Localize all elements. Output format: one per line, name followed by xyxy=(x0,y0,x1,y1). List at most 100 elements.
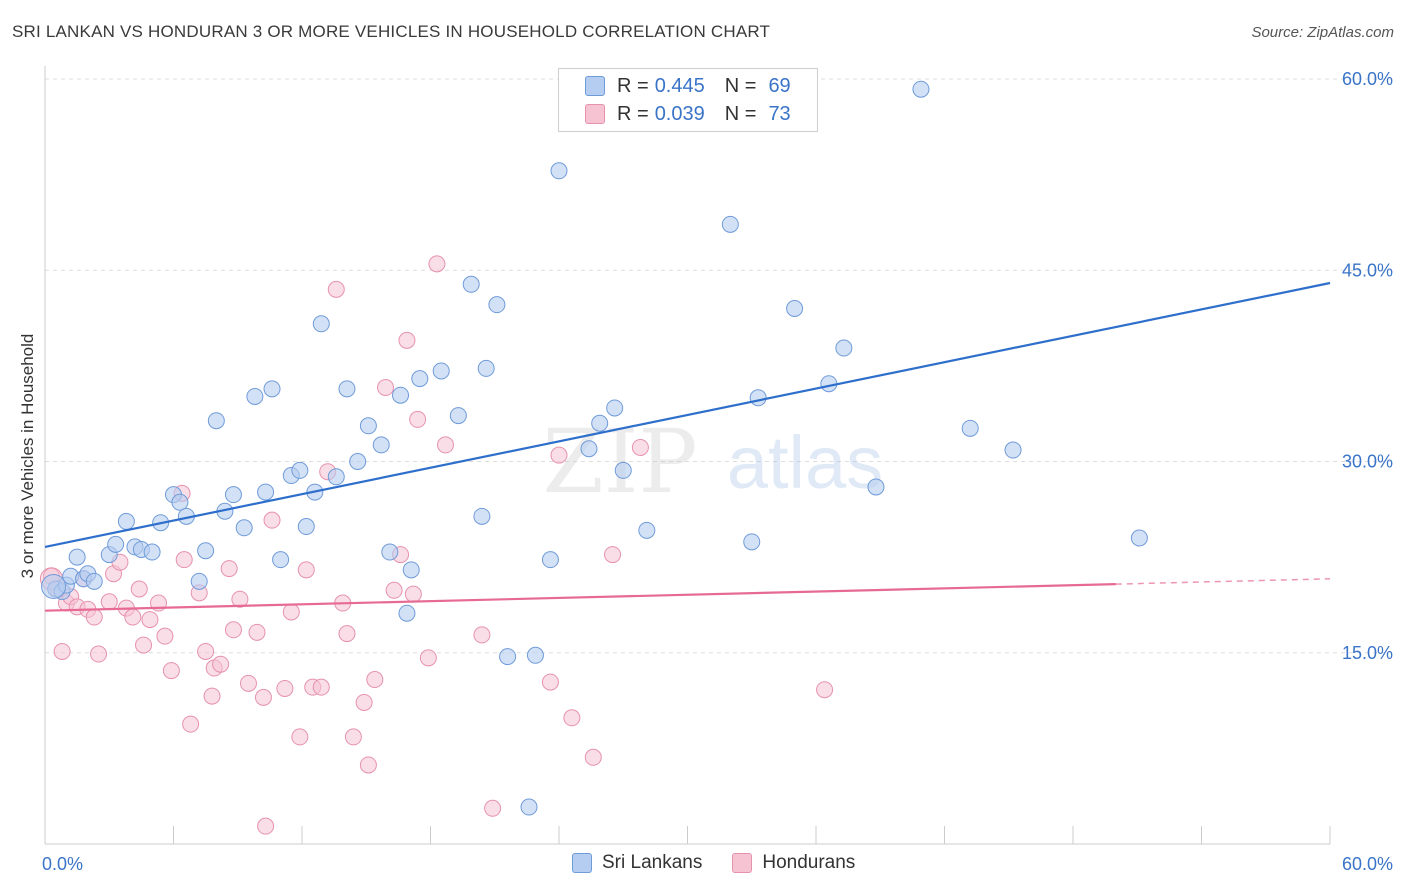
y-tick-label: 45.0% xyxy=(1342,260,1393,280)
data-point-sri-lankan xyxy=(835,339,853,357)
data-point-sri-lankan xyxy=(372,436,390,454)
data-point-honduran xyxy=(584,748,602,766)
data-point-honduran xyxy=(220,560,238,578)
data-point-sri-lankan xyxy=(1004,441,1022,459)
data-point-sri-lankan xyxy=(41,573,67,599)
data-point-honduran xyxy=(631,438,649,456)
data-point-honduran xyxy=(231,590,249,608)
data-point-honduran xyxy=(377,379,395,397)
data-point-sri-lankan xyxy=(257,483,275,501)
data-point-sri-lankan xyxy=(263,380,281,398)
data-point-sri-lankan xyxy=(398,604,416,622)
data-point-honduran xyxy=(312,678,330,696)
data-point-honduran xyxy=(816,681,834,699)
data-point-honduran xyxy=(297,561,315,579)
y-axis-label: 3 or more Vehicles in Household xyxy=(18,333,37,579)
data-point-sri-lankan xyxy=(411,370,429,388)
data-point-honduran xyxy=(239,674,257,692)
trend-line-sri-lankans xyxy=(44,281,1331,549)
data-point-honduran xyxy=(385,581,403,599)
data-point-honduran xyxy=(344,728,362,746)
data-point-sri-lankan xyxy=(359,417,377,435)
data-point-honduran xyxy=(224,621,242,639)
data-point-honduran xyxy=(175,551,193,569)
data-point-honduran xyxy=(263,511,281,529)
data-point-honduran xyxy=(197,642,215,660)
data-point-sri-lankan xyxy=(349,453,367,470)
data-point-sri-lankan xyxy=(143,543,161,561)
data-point-honduran xyxy=(327,280,345,298)
y-tick-label: 15.0% xyxy=(1342,643,1393,663)
data-point-sri-lankan xyxy=(327,468,345,486)
data-point-sri-lankan xyxy=(867,478,885,496)
data-point-honduran xyxy=(100,593,118,611)
data-point-honduran xyxy=(404,585,422,603)
data-point-sri-lankan xyxy=(721,215,739,233)
correlation-legend: R = 0.445 N = 69 R = 0.039 N = 73 xyxy=(558,68,818,132)
data-point-honduran xyxy=(135,636,153,654)
data-point-honduran xyxy=(156,627,174,645)
data-point-sri-lankan xyxy=(591,414,609,432)
data-point-honduran xyxy=(338,625,356,643)
data-point-sri-lankan xyxy=(190,572,208,590)
n-value: 69 xyxy=(768,74,791,97)
data-point-sri-lankan xyxy=(606,399,624,417)
series-hondurans xyxy=(39,255,834,835)
data-point-honduran xyxy=(182,715,200,733)
data-point-honduran xyxy=(203,687,221,705)
data-point-honduran xyxy=(604,546,622,564)
data-point-sri-lankan xyxy=(520,798,538,816)
trend-line-hondurans xyxy=(44,583,1116,612)
r-value: 0.445 xyxy=(654,74,705,97)
tick-labels: 15.0% 30.0% 45.0% 60.0% 0.0% 60.0% xyxy=(42,69,1393,874)
watermark-zip: ZIP xyxy=(542,410,697,513)
n-value: 73 xyxy=(768,102,791,125)
n-label: N = xyxy=(724,74,757,97)
data-point-sri-lankan xyxy=(749,389,767,407)
legend-label: Sri Lankans xyxy=(602,852,703,873)
data-point-sri-lankan xyxy=(462,275,480,293)
n-label: N = xyxy=(724,102,757,125)
data-point-honduran xyxy=(398,331,416,349)
data-point-honduran xyxy=(257,817,275,835)
data-point-sri-lankan xyxy=(499,648,517,666)
data-point-sri-lankan xyxy=(207,412,225,430)
data-point-honduran xyxy=(436,436,454,454)
r-label: R = xyxy=(617,74,649,97)
data-point-sri-lankan xyxy=(614,461,632,479)
data-point-honduran xyxy=(90,645,108,663)
legend-row-hondurans: R = 0.039 N = 73 xyxy=(585,101,791,127)
trend-lines xyxy=(44,281,1331,612)
watermark: ZIP atlas xyxy=(542,410,883,513)
legend-item-hondurans: Hondurans xyxy=(732,852,855,874)
data-point-sri-lankan xyxy=(107,535,125,553)
data-point-sri-lankan xyxy=(526,646,544,664)
r-value: 0.039 xyxy=(654,102,705,125)
data-point-sri-lankan xyxy=(541,551,559,569)
data-point-honduran xyxy=(212,655,230,673)
data-point-sri-lankan xyxy=(432,362,450,380)
data-point-sri-lankan xyxy=(117,512,135,530)
data-point-sri-lankan xyxy=(297,518,315,536)
data-point-honduran xyxy=(550,446,568,464)
data-point-sri-lankan xyxy=(224,486,242,504)
data-point-honduran xyxy=(282,603,300,621)
x-tick-label: 0.0% xyxy=(42,854,83,874)
data-point-sri-lankan xyxy=(291,461,309,479)
y-tick-label: 60.0% xyxy=(1342,69,1393,89)
data-point-sri-lankan xyxy=(85,572,103,590)
data-point-honduran xyxy=(366,671,384,689)
source-label: Source: ZipAtlas.com xyxy=(1251,24,1394,41)
data-point-honduran xyxy=(473,626,491,644)
pink-swatch xyxy=(585,104,605,124)
data-point-sri-lankan xyxy=(235,519,253,537)
legend-row-sri-lankans: R = 0.445 N = 69 xyxy=(585,73,791,99)
y-tick-label: 30.0% xyxy=(1342,452,1393,472)
trend-line-hondurans-extension xyxy=(1115,578,1331,585)
data-point-sri-lankan xyxy=(743,533,761,551)
data-point-honduran xyxy=(254,688,272,706)
data-point-sri-lankan xyxy=(197,542,215,560)
grid-lines xyxy=(45,78,1392,654)
data-point-honduran xyxy=(248,623,266,641)
